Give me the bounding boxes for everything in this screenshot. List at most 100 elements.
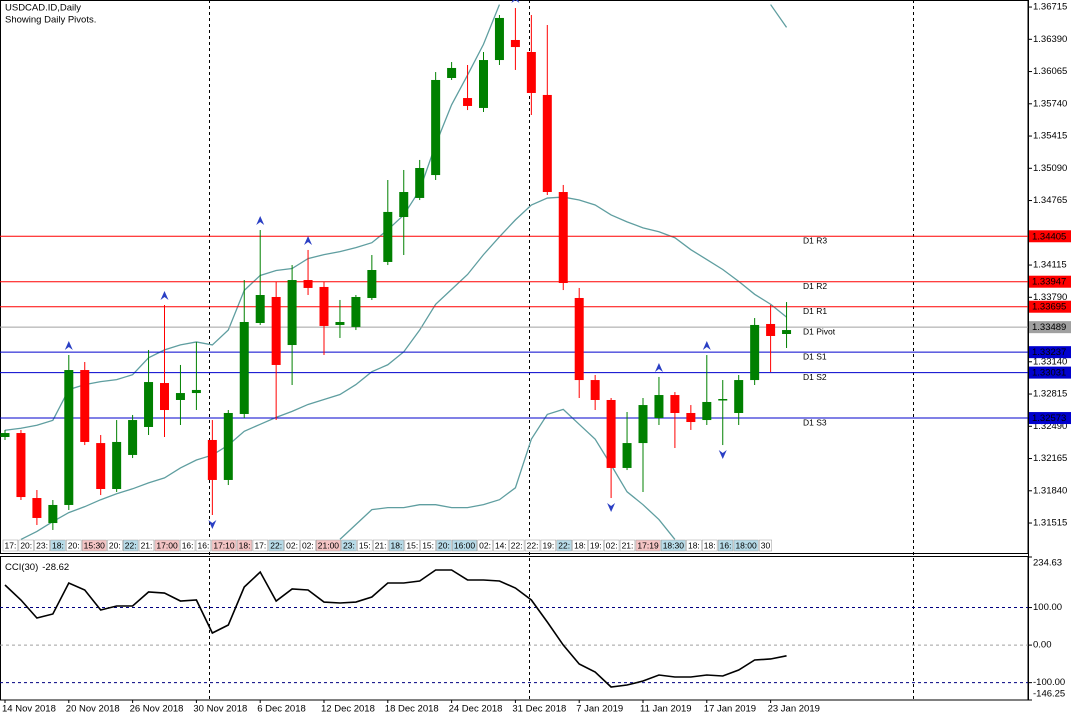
pivot-price-label: 1.33031 xyxy=(1032,368,1066,379)
y-tick-label: 1.32165 xyxy=(1033,453,1067,464)
time-label-box xyxy=(252,539,269,552)
fractal-up xyxy=(256,216,265,226)
y-tick-label: 1.32815 xyxy=(1033,389,1067,400)
pivot-price-label: 1.32573 xyxy=(1032,413,1066,424)
x-tick-label: 26 Nov 2018 xyxy=(130,704,184,715)
y-tick-label: 1.36065 xyxy=(1033,66,1067,77)
candle-body xyxy=(542,94,552,193)
time-label: 21: xyxy=(375,540,387,550)
candle-body xyxy=(383,211,393,262)
candle-body xyxy=(494,17,504,61)
candle-body xyxy=(526,51,536,93)
time-label: 21: xyxy=(622,540,634,550)
indicator-title: CCI(30) -28.62 xyxy=(5,562,69,573)
time-label-box xyxy=(758,539,772,552)
time-label: 18: xyxy=(239,540,251,550)
pivot-name: D1 R3 xyxy=(803,236,827,246)
time-label: 17:19 xyxy=(637,540,659,550)
time-label-box xyxy=(635,539,661,552)
time-label: 22: xyxy=(511,540,523,550)
x-tick-label: 12 Dec 2018 xyxy=(321,704,375,715)
time-label-box xyxy=(341,539,357,552)
candle-body xyxy=(48,504,58,524)
candle-body xyxy=(319,286,329,326)
time-label-box xyxy=(509,539,525,552)
pivot-price-box xyxy=(1029,321,1071,334)
x-tick-label: 17 Jan 2019 xyxy=(704,704,756,715)
time-label: 22: xyxy=(558,540,570,550)
candle-body xyxy=(718,398,728,401)
candle-body xyxy=(782,330,792,335)
candle-body xyxy=(223,412,233,480)
candle-body xyxy=(175,393,185,400)
time-label: 17: xyxy=(5,540,17,550)
candle-body xyxy=(64,370,74,505)
candle-body xyxy=(463,98,473,106)
time-label: 15:30 xyxy=(84,540,106,550)
y-tick-label: 0.00 xyxy=(1033,640,1052,651)
pivot-name: D1 S2 xyxy=(803,372,827,382)
time-label-box xyxy=(284,539,300,552)
time-label: 18: xyxy=(52,540,64,550)
candle-body xyxy=(479,60,488,108)
time-label-box xyxy=(154,539,180,552)
time-label: 22: xyxy=(527,540,539,550)
fractal-up xyxy=(64,341,73,351)
time-label: 22: xyxy=(270,540,282,550)
time-label: 20: xyxy=(109,540,121,550)
time-label: 16: xyxy=(182,540,194,550)
y-tick-label: 234.63 xyxy=(1033,558,1062,569)
y-tick-label: -100.00 xyxy=(1033,677,1065,688)
time-label-box xyxy=(34,539,50,552)
pivot-name: D1 R2 xyxy=(803,281,827,291)
time-label-box xyxy=(524,539,541,552)
candle-body xyxy=(16,433,26,498)
candle-body xyxy=(287,280,297,346)
pivot-name: D1 S1 xyxy=(803,351,827,361)
x-tick-label: 31 Dec 2018 xyxy=(512,704,566,715)
time-label-box xyxy=(211,539,237,552)
pivot-name: D1 R1 xyxy=(803,306,827,316)
time-label-box xyxy=(195,539,212,552)
time-label: 18: xyxy=(704,540,716,550)
time-label-box xyxy=(66,539,82,552)
pivot-price-label: 1.33947 xyxy=(1032,277,1066,288)
time-label-box xyxy=(316,539,341,552)
time-label: 16:00 xyxy=(454,540,476,550)
time-label-box xyxy=(717,539,734,552)
fractal-up xyxy=(702,341,711,351)
candle-body xyxy=(590,380,600,400)
candle-body xyxy=(686,412,696,423)
time-label-box xyxy=(123,539,139,552)
candle-body xyxy=(80,370,90,442)
x-tick-label: 30 Nov 2018 xyxy=(193,704,247,715)
main-plot: D1 R3 D1 R2 D1 R1 D1 Pivot D1 S1 D1 S2 D1 S3 17… xyxy=(0,0,1028,552)
time-label: 23: xyxy=(36,540,48,550)
pivot-price-box xyxy=(1029,300,1071,313)
time-label-box xyxy=(179,539,196,552)
y-tick-label: 1.33790 xyxy=(1033,292,1067,303)
time-label: 20: xyxy=(20,540,32,550)
y-tick-label: 1.35740 xyxy=(1033,98,1067,109)
y-tick-label: 1.32490 xyxy=(1033,421,1067,432)
time-label-box xyxy=(452,539,477,552)
time-label-box xyxy=(702,539,718,552)
fractal-down xyxy=(607,503,616,513)
candle-body xyxy=(766,323,776,336)
y-tick-label: 100.00 xyxy=(1033,602,1062,613)
time-label-box xyxy=(372,539,389,552)
candle-body xyxy=(144,382,154,427)
time-label: 15: xyxy=(422,540,434,550)
x-tick-label: 11 Jan 2019 xyxy=(640,704,692,715)
pivot-price-box xyxy=(1029,346,1071,359)
pivot-price-label: 1.33489 xyxy=(1032,322,1066,333)
pivot-price-label: 1.33695 xyxy=(1032,302,1066,313)
candle-body xyxy=(160,383,169,411)
time-label: 18:00 xyxy=(735,540,757,550)
time-label-box xyxy=(572,539,588,552)
time-label: 23: xyxy=(343,540,355,550)
x-tick-label: 6 Dec 2018 xyxy=(257,704,306,715)
candle-body xyxy=(303,280,313,288)
